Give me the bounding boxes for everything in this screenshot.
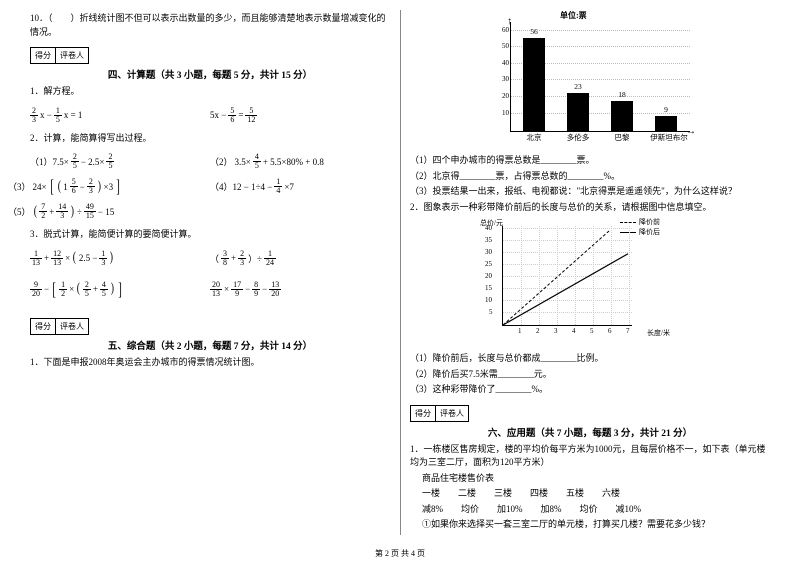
s4-1: 1．解方程。 xyxy=(30,85,390,99)
s6-1: 1．一栋楼区售房规定，楼的平均价每平方米为1000元，且每层价格不一，如下表（单… xyxy=(410,443,770,470)
s5-2-1: （1）降价前后，长度与总价都成________比例。 xyxy=(410,352,770,366)
s4-2-2: （2） 3.5× 45 + 5.5×80% + 0.8 xyxy=(210,153,390,170)
s5-1: 1．下面是申报2008年奥运会主办城市的得票情况统计图。 xyxy=(30,356,390,370)
score-box-6: 得分 评卷人 xyxy=(410,405,469,422)
s4-3-row2: 920 − [ 12 × ( 25 + 45 ) ] 2013 × 179 − … xyxy=(30,281,390,298)
left-column: 10．（ ）折线统计图不但可以表示出数量的多少，而且能够清楚地表示数量增减变化的… xyxy=(20,10,400,545)
ytick: 10 xyxy=(491,109,509,117)
bar-chart: 单位:票 ↑ → 10 20 30 40 50 60 56 北京 xyxy=(480,10,700,150)
line-plot: 5 10 15 20 25 30 35 40 1 2 3 4 5 6 7 xyxy=(502,226,632,326)
s4-3-row1: 113 + 1213 × ( 2.5 − 13 ) （ 38 + 23 ）÷ 1… xyxy=(30,250,390,267)
s1-1: （1）四个申办城市的得票总数是________票。 xyxy=(410,154,770,168)
s6-1-q: ①如果你来选择买一套三室二厅的单元楼，打算买几楼？需要花多少钱？ xyxy=(422,518,770,532)
bar-plot: → 10 20 30 40 50 60 56 北京 23 多伦多 xyxy=(510,22,690,132)
s4-1a: 23 x − 15 x = 1 xyxy=(30,107,210,124)
s6-row2: 减8% 均价 加10% 加8% 均价 减10% xyxy=(422,503,770,517)
s4-1b: 5x − 56 = 512 xyxy=(210,107,390,124)
s5-2-3: （3）这种彩带降价了________%。 xyxy=(410,383,770,397)
s5-2-2: （2）降价后买7.5米需________元。 xyxy=(410,368,770,382)
s4-2-1: （1）7.5× 25 − 2.5× 25 xyxy=(30,153,210,170)
s4-3-3: 920 − [ 12 × ( 25 + 45 ) ] xyxy=(30,281,210,298)
s4-3-4: 2013 × 179 − 89 − 1320 xyxy=(210,281,390,298)
section5-title: 五、综合题（共 2 小题，每题 7 分，共计 14 分） xyxy=(30,338,390,352)
s5-2: 2．图象表示一种彩带降价前后的长度与总价的关系，请根据图中信息填空。 xyxy=(410,201,770,215)
s6-1-h: 商品住宅楼售价表 xyxy=(422,472,770,486)
s6-row1: 一楼 二楼 三楼 四楼 五楼 六楼 xyxy=(422,487,770,501)
s4-3: 3．脱式计算，能简便计算的要简便计算。 xyxy=(30,228,390,242)
reviewer-label: 评卷人 xyxy=(56,48,88,63)
score-label: 得分 xyxy=(31,48,56,63)
s4-2-5: （5） ( 72 + 143 ) ÷ 4915 − 15 xyxy=(30,203,210,220)
s4-2-4: （4）12 − 1÷4 − 14 ×7 xyxy=(210,178,390,195)
barchart-title: 单位:票 xyxy=(560,10,587,21)
s4-2-row2: （3） 24× [ ( 1 56 − 23 ) ×3 ] （4）12 − 1÷4… xyxy=(30,178,390,195)
s4-2-3: （3） 24× [ ( 1 56 − 23 ) ×3 ] xyxy=(30,178,210,195)
right-column: 单位:票 ↑ → 10 20 30 40 50 60 56 北京 xyxy=(400,10,780,545)
s4-1-formulas: 23 x − 15 x = 1 5x − 56 = 512 xyxy=(30,107,390,124)
s1-2: （2）北京得________票，占得票总数的________%。 xyxy=(410,170,770,184)
x-label: 长度/米 xyxy=(647,328,670,338)
page-footer: 第 2 页 共 4 页 xyxy=(0,548,800,559)
s4-3-2: （ 38 + 23 ）÷ 124 xyxy=(210,250,390,267)
score-box-4: 得分 评卷人 xyxy=(30,47,89,64)
s4-2-row1: （1）7.5× 25 − 2.5× 25 （2） 3.5× 45 + 5.5×8… xyxy=(30,153,390,170)
line-chart: 降价前 降价后 总价/元 5 10 15 20 xyxy=(480,218,650,348)
s4-3-1: 113 + 1213 × ( 2.5 − 13 ) xyxy=(30,250,210,267)
section4-title: 四、计算题（共 3 小题，每题 5 分，共计 15 分） xyxy=(30,67,390,81)
s4-2-row3: （5） ( 72 + 143 ) ÷ 4915 − 15 xyxy=(30,203,390,220)
score-box-5: 得分 评卷人 xyxy=(30,318,89,335)
q10-text: 10．（ ）折线统计图不但可以表示出数量的多少，而且能够清楚地表示数量增减变化的… xyxy=(30,12,390,39)
s1-3: （3）投票结果一出来，报纸、电视都说："北京得票是遥遥领先"，为什么这样说？ xyxy=(410,185,770,199)
section6-title: 六、应用题（共 7 小题，每题 3 分，共计 21 分） xyxy=(410,425,770,439)
s4-2: 2．计算，能简算得写出过程。 xyxy=(30,132,390,146)
bar xyxy=(523,38,545,131)
